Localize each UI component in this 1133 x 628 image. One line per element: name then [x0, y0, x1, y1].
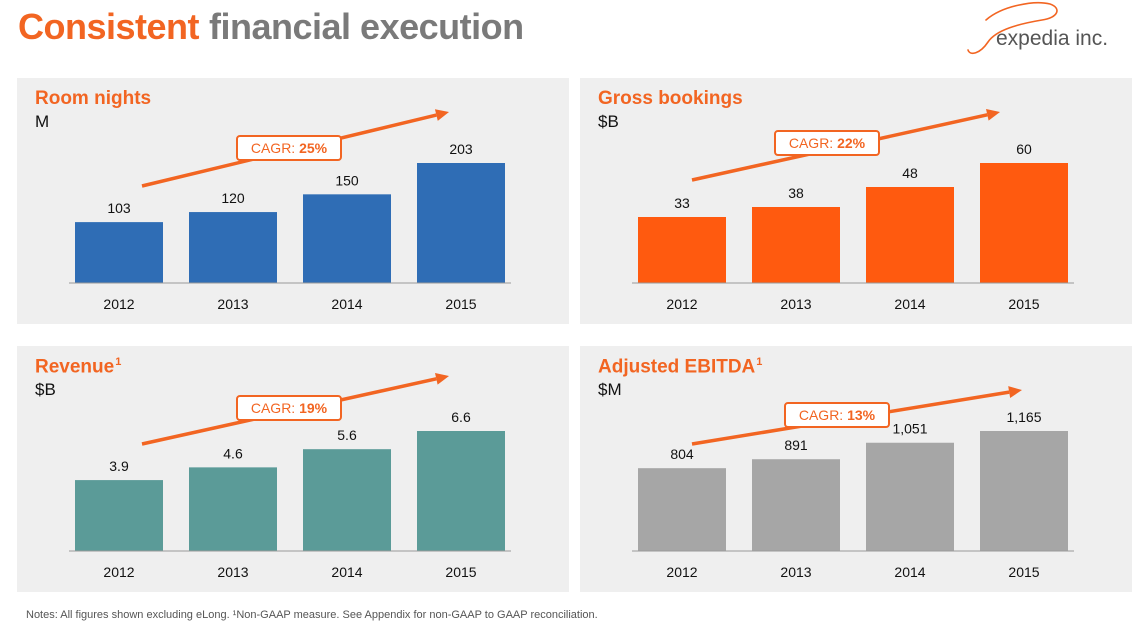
cagr-value: 13% [847, 407, 876, 423]
value-label: 1,051 [892, 421, 927, 437]
value-label: 60 [1016, 141, 1032, 157]
panel-title-text: Revenue [35, 356, 115, 378]
trend-arrow-head [986, 108, 1000, 121]
panel-title: Revenue1 [35, 356, 121, 378]
bar-2012 [638, 468, 726, 551]
room-nights-chart: 103 2012 120 2013 150 2014 203 2015 [69, 109, 511, 312]
value-label: 804 [670, 446, 694, 462]
bar-2015 [980, 163, 1068, 283]
value-label: 150 [335, 172, 359, 188]
cagr-value: 25% [299, 140, 328, 156]
panel-room-nights: Room nights M 103 2012 120 2013 150 2014 203 20… [17, 78, 569, 324]
revenue-chart: 3.9 2012 4.6 2013 5.6 2014 6.6 2015 [69, 372, 511, 580]
cagr-label: CAGR: [250, 140, 296, 156]
cagr-label: CAGR: [798, 407, 844, 423]
trend-arrow-head [434, 109, 449, 121]
bar-2015 [980, 431, 1068, 551]
category-label: 2014 [331, 296, 362, 312]
cagr-badge: CAGR: 19% [236, 395, 342, 421]
panel-title-footnote: 1 [115, 356, 122, 368]
value-label: 38 [788, 185, 804, 201]
bar-2014 [303, 194, 391, 283]
panel-unit: $M [598, 380, 622, 399]
category-label: 2012 [103, 564, 134, 580]
value-label: 103 [107, 200, 131, 216]
category-label: 2013 [217, 564, 248, 580]
value-label: 48 [902, 165, 918, 181]
panel-title: Room nights [35, 88, 151, 110]
bar-2012 [75, 222, 163, 283]
bar-2014 [303, 449, 391, 551]
logo-swoosh [967, 1, 1058, 55]
panel-gross-bookings: Gross bookings $B 33 2012 38 2013 48 2014 60 20… [580, 78, 1132, 324]
category-label: 2014 [894, 564, 925, 580]
trend-arrow-head [1008, 386, 1022, 399]
gross-bookings-chart: 33 2012 38 2013 48 2014 60 2015 [632, 108, 1074, 312]
panel-title-text: Gross bookings [598, 88, 743, 109]
bar-2013 [752, 207, 840, 283]
bar-2014 [866, 187, 954, 283]
value-label: 33 [674, 195, 690, 211]
category-label: 2015 [1008, 296, 1039, 312]
logo-text: expedia inc. [996, 27, 1108, 50]
trend-arrow-head [435, 372, 449, 385]
value-label: 120 [221, 190, 245, 206]
category-label: 2014 [894, 296, 925, 312]
category-label: 2015 [445, 564, 476, 580]
page-title-rest: financial execution [209, 6, 524, 47]
category-label: 2012 [666, 564, 697, 580]
category-label: 2015 [445, 296, 476, 312]
bar-2014 [866, 442, 954, 551]
cagr-badge: CAGR: 22% [774, 130, 880, 156]
value-label: 3.9 [109, 458, 129, 474]
category-label: 2013 [217, 296, 248, 312]
bar-2015 [417, 163, 505, 283]
panel-adjusted-ebitda: Adjusted EBITDA1 $M 804 2012 891 2013 1,051 2… [580, 346, 1132, 592]
cagr-value: 22% [837, 135, 866, 151]
category-label: 2015 [1008, 564, 1039, 580]
expedia-logo: expedia inc. [967, 1, 1108, 55]
category-label: 2014 [331, 564, 362, 580]
value-label: 5.6 [337, 427, 357, 443]
bar-2013 [752, 459, 840, 551]
adjusted-ebitda-chart: 804 2012 891 2013 1,051 2014 1,165 2015 [632, 386, 1074, 580]
category-label: 2013 [780, 296, 811, 312]
cagr-value: 19% [299, 400, 328, 416]
panel-unit: $B [35, 380, 56, 399]
cagr-badge: CAGR: 25% [236, 135, 342, 161]
cagr-label: CAGR: [788, 135, 834, 151]
bar-2013 [189, 212, 277, 283]
panel-title-text: Room nights [35, 88, 152, 109]
value-label: 4.6 [223, 445, 243, 461]
panel-title: Adjusted EBITDA1 [598, 356, 762, 378]
panel-unit: $B [598, 112, 619, 131]
value-label: 1,165 [1006, 409, 1041, 425]
page-title: Consistent financial execution [18, 6, 524, 48]
value-label: 891 [784, 437, 808, 453]
panel-title-footnote: 1 [756, 356, 763, 368]
category-label: 2012 [103, 296, 134, 312]
value-label: 6.6 [451, 409, 471, 425]
page-title-highlight: Consistent [18, 6, 200, 47]
footnotes: Notes: All figures shown excluding eLong… [26, 609, 598, 621]
panel-unit: M [35, 112, 50, 131]
panel-revenue: Revenue1 $B 3.9 2012 4.6 2013 5.6 2014 6.6 2015… [17, 346, 569, 592]
cagr-badge: CAGR: 13% [784, 402, 890, 428]
panel-title-text: Adjusted EBITDA [598, 356, 756, 378]
bar-2013 [189, 467, 277, 551]
value-label: 203 [449, 141, 473, 157]
bar-2012 [75, 480, 163, 551]
category-label: 2013 [780, 564, 811, 580]
panel-title: Gross bookings [598, 88, 743, 110]
category-label: 2012 [666, 296, 697, 312]
bar-2015 [417, 431, 505, 551]
bar-2012 [638, 217, 726, 283]
cagr-label: CAGR: [250, 400, 296, 416]
